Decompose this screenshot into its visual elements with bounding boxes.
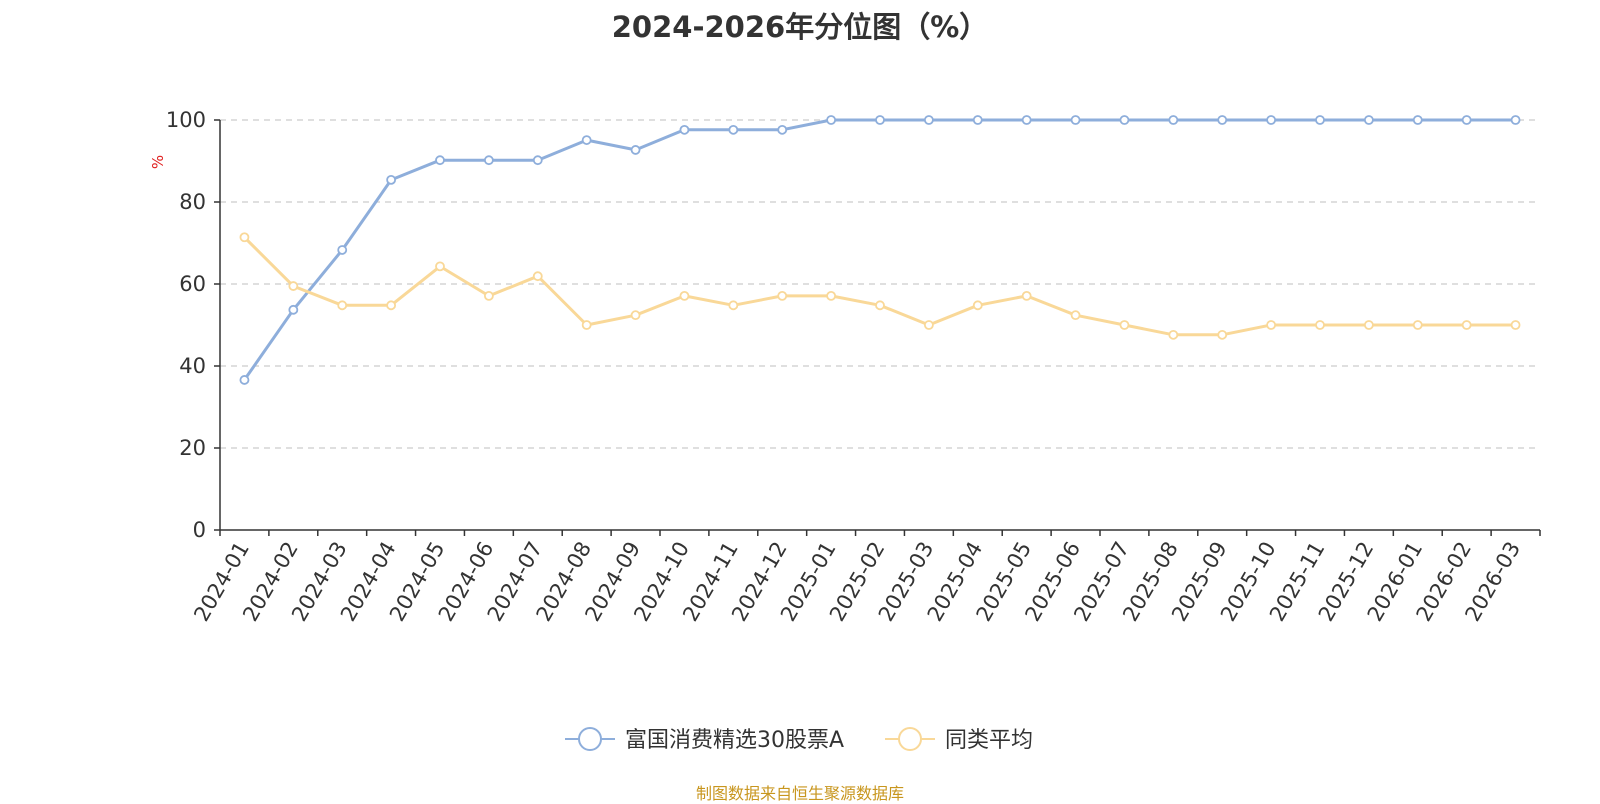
data-point-series-2[interactable] [630,310,641,321]
data-point-series-1[interactable] [386,174,397,185]
chart-title: 2024-2026年分位图（%） [611,10,989,44]
legend-marker-series-2 [898,727,922,751]
data-point-series-1[interactable] [1217,115,1228,125]
data-point-series-2[interactable] [875,300,885,311]
data-point-series-1[interactable] [1021,115,1032,125]
data-point-series-1[interactable] [483,155,494,166]
y-axis-label: % [149,155,167,169]
data-point-series-2[interactable] [1266,320,1277,330]
data-point-series-2[interactable] [1363,320,1374,330]
data-point-series-2[interactable] [923,320,934,330]
data-point-series-2[interactable] [483,290,494,301]
legend-item-series-2[interactable]: 同类平均 [885,727,1033,753]
y-tick-label: 20 [179,436,206,460]
data-point-series-1[interactable] [1412,115,1423,125]
series-line-1 [243,118,1516,381]
data-point-series-1[interactable] [1119,115,1130,125]
data-point-series-2[interactable] [581,320,592,330]
legend-label-series-1: 富国消费精选30股票A [625,728,844,753]
data-point-series-1[interactable] [777,124,788,135]
y-tick-label: 0 [193,518,206,542]
data-point-series-1[interactable] [630,145,641,155]
data-point-series-1[interactable] [728,124,739,135]
data-point-series-1[interactable] [1070,115,1081,125]
y-tick-label: 80 [179,190,206,214]
legend-item-series-1[interactable]: 富国消费精选30股票A [565,727,844,753]
data-point-series-2[interactable] [239,232,250,243]
data-point-series-1[interactable] [679,124,690,135]
data-point-series-1[interactable] [1315,115,1325,125]
data-point-series-1[interactable] [239,375,250,385]
data-point-series-1[interactable] [1363,115,1374,125]
data-point-series-2[interactable] [1021,290,1032,301]
data-point-series-2[interactable] [1412,320,1423,330]
y-tick-label: 60 [179,272,206,296]
data-point-series-2[interactable] [337,300,348,311]
data-point-series-1[interactable] [1266,115,1277,125]
data-point-series-2[interactable] [728,300,739,311]
data-point-series-2[interactable] [532,271,543,282]
data-point-series-1[interactable] [923,115,934,125]
series-line-2 [243,236,1516,337]
data-point-series-2[interactable] [972,300,983,311]
data-point-series-2[interactable] [435,261,445,272]
data-point-series-2[interactable] [1315,320,1325,330]
data-point-series-1[interactable] [1168,115,1179,125]
data-point-series-1[interactable] [532,155,543,166]
y-tick-label: 100 [166,108,206,132]
x-ticks: 2024-012024-022024-032024-042024-052024-… [189,530,1541,625]
data-point-series-2[interactable] [1119,320,1130,330]
series [239,115,1521,385]
data-point-series-2[interactable] [1461,320,1472,330]
axes: % [149,120,1540,531]
data-point-series-1[interactable] [826,115,837,125]
data-point-series-1[interactable] [1461,115,1472,125]
data-point-series-2[interactable] [679,290,690,301]
data-point-series-2[interactable] [1168,329,1179,340]
data-point-series-1[interactable] [435,155,445,166]
data-point-series-1[interactable] [581,135,592,145]
data-point-series-2[interactable] [777,290,788,301]
data-point-series-1[interactable] [288,304,299,315]
data-source-note: 制图数据来自恒生聚源数据库 [695,784,904,803]
legend-marker-series-1 [578,727,602,751]
data-point-series-2[interactable] [826,290,837,301]
data-point-series-1[interactable] [337,245,348,255]
data-point-series-1[interactable] [972,115,983,125]
data-point-series-1[interactable] [875,115,885,125]
y-ticks: 0 20 40 60 80 100 [166,108,220,542]
data-point-series-2[interactable] [386,300,397,311]
legend: 富国消费精选30股票A 同类平均 [565,727,1033,753]
data-point-series-2[interactable] [1217,329,1228,340]
data-point-series-2[interactable] [288,281,299,291]
grid-lines [220,119,1540,449]
data-point-series-2[interactable] [1510,320,1521,330]
y-tick-label: 40 [179,354,206,378]
data-point-series-2[interactable] [1070,310,1081,321]
legend-label-series-2: 同类平均 [945,728,1033,753]
data-point-series-1[interactable] [1510,115,1521,125]
